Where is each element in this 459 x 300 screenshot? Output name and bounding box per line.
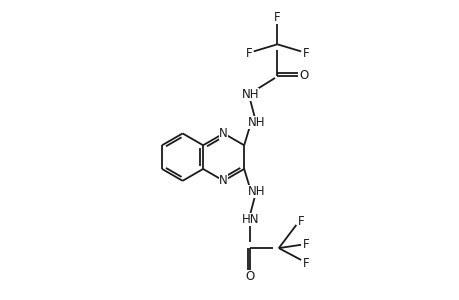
Text: F: F (302, 257, 308, 270)
Text: HN: HN (241, 213, 258, 226)
Text: NH: NH (248, 116, 265, 130)
Text: F: F (274, 11, 280, 24)
Text: F: F (297, 214, 304, 228)
Text: NH: NH (241, 88, 258, 101)
Text: O: O (299, 69, 308, 82)
Text: F: F (302, 47, 308, 60)
Text: F: F (302, 238, 308, 251)
Text: N: N (219, 174, 228, 187)
Text: N: N (219, 127, 228, 140)
Text: NH: NH (248, 185, 265, 198)
Text: O: O (245, 270, 254, 283)
Text: F: F (245, 47, 252, 60)
